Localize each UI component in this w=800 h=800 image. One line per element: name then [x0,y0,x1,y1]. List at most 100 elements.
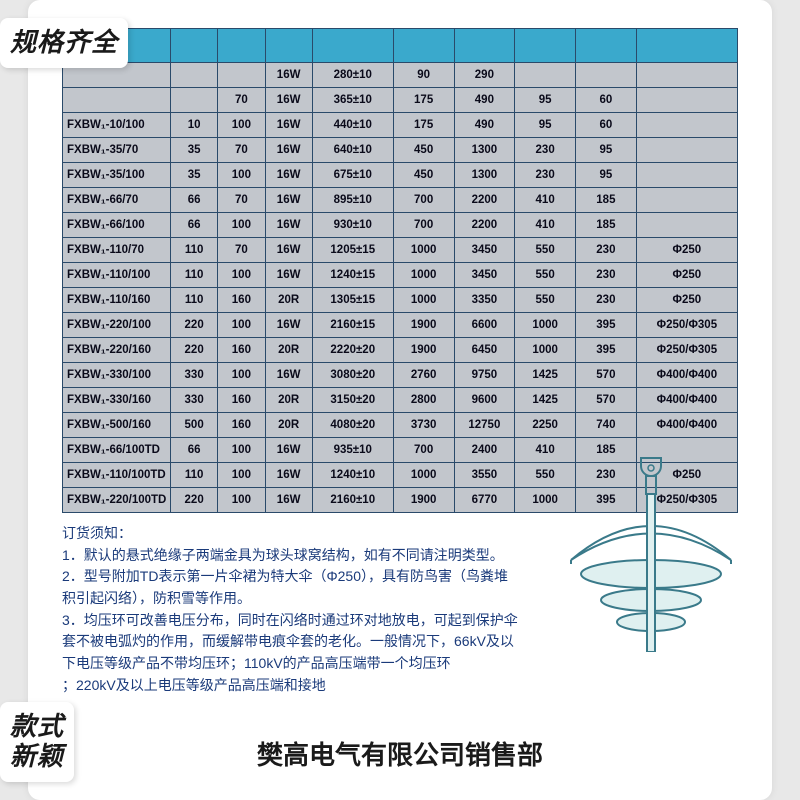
table-cell: 110 [171,288,218,313]
table-cell: 16W [265,163,312,188]
table-cell: 3730 [393,413,454,438]
table-cell: FXBW₁-110/160 [63,288,171,313]
table-cell [171,88,218,113]
table-cell: FXBW₁-35/100 [63,163,171,188]
notes-title: 订货须知： [62,523,518,545]
table-cell: 95 [515,113,576,138]
table-cell: 1300 [454,163,515,188]
table-cell [515,63,576,88]
table-cell: 160 [218,388,265,413]
table-col-header [218,29,265,63]
table-cell: Φ250/Φ305 [636,338,737,363]
table-cell: 20R [265,413,312,438]
table-cell [636,88,737,113]
table-cell: 2800 [393,388,454,413]
table-cell: 410 [515,188,576,213]
table-cell: 160 [218,338,265,363]
table-cell: 1240±10 [312,463,393,488]
spec-table: 16W280±10902907016W365±101754909560FXBW₁… [62,28,738,513]
table-cell: 365±10 [312,88,393,113]
table-cell: 100 [218,163,265,188]
table-cell: 16W [265,463,312,488]
table-cell: 700 [393,438,454,463]
table-cell: 230 [576,263,637,288]
table-cell: 220 [171,338,218,363]
table-cell: 160 [218,413,265,438]
table-row: FXBW₁-110/10011010016W1240±1510003450550… [63,263,738,288]
table-cell: 100 [218,313,265,338]
table-col-header [515,29,576,63]
table-cell: 1000 [393,463,454,488]
table-row: FXBW₁-35/70357016W640±10450130023095 [63,138,738,163]
table-cell: 740 [576,413,637,438]
table-cell: 12750 [454,413,515,438]
table-row: FXBW₁-35/1003510016W675±10450130023095 [63,163,738,188]
table-cell: 110 [171,463,218,488]
table-cell: 2250 [515,413,576,438]
table-cell: 35 [171,138,218,163]
table-cell: Φ250 [636,263,737,288]
table-row: 16W280±1090290 [63,63,738,88]
table-cell: FXBW₁-66/70 [63,188,171,213]
table-cell: 490 [454,113,515,138]
table-cell: 1900 [393,313,454,338]
table-cell: 640±10 [312,138,393,163]
table-cell: 16W [265,438,312,463]
table-cell: 450 [393,163,454,188]
table-cell: 70 [218,188,265,213]
table-cell: FXBW₁-330/100 [63,363,171,388]
table-cell [63,88,171,113]
table-cell: 1000 [393,238,454,263]
table-cell: FXBW₁-330/160 [63,388,171,413]
table-cell: 100 [218,463,265,488]
table-cell: 700 [393,213,454,238]
table-cell: 16W [265,88,312,113]
table-cell: 6770 [454,488,515,513]
table-col-header [393,29,454,63]
table-cell: 2160±15 [312,313,393,338]
table-cell: FXBW₁-35/70 [63,138,171,163]
table-cell: 16W [265,263,312,288]
table-cell: 700 [393,188,454,213]
table-cell: 16W [265,188,312,213]
table-cell: 2400 [454,438,515,463]
table-cell: 100 [218,263,265,288]
table-cell [636,138,737,163]
insulator-diagram [556,452,746,652]
table-cell: 1000 [393,263,454,288]
table-cell: 1300 [454,138,515,163]
table-cell: 3350 [454,288,515,313]
table-cell: 100 [218,438,265,463]
table-cell: 330 [171,388,218,413]
table-cell: 16W [265,63,312,88]
table-cell: 4080±20 [312,413,393,438]
table-cell: 16W [265,238,312,263]
table-cell: 16W [265,313,312,338]
table-cell: 550 [515,238,576,263]
table-cell: 550 [515,263,576,288]
table-cell: 95 [515,88,576,113]
table-cell: 6450 [454,338,515,363]
table-row: FXBW₁-330/10033010016W3080±2027609750142… [63,363,738,388]
table-cell: 410 [515,213,576,238]
table-cell [636,188,737,213]
bottom-left-badge: 款式 新颖 [0,702,74,782]
table-cell: 1425 [515,388,576,413]
table-cell: 16W [265,363,312,388]
table-cell: 3450 [454,263,515,288]
table-cell: 280±10 [312,63,393,88]
table-row: FXBW₁-66/70667016W895±107002200410185 [63,188,738,213]
table-cell: 70 [218,238,265,263]
table-cell [636,63,737,88]
table-cell: 220 [171,313,218,338]
badge-line1: 规格齐全 [10,28,118,58]
table-cell: 60 [576,113,637,138]
table-cell: 70 [218,88,265,113]
table-cell: 1240±15 [312,263,393,288]
table-cell: 95 [576,138,637,163]
table-cell [576,63,637,88]
table-cell: 3150±20 [312,388,393,413]
table-col-header [454,29,515,63]
table-cell: 220 [171,488,218,513]
table-cell: 2200 [454,188,515,213]
